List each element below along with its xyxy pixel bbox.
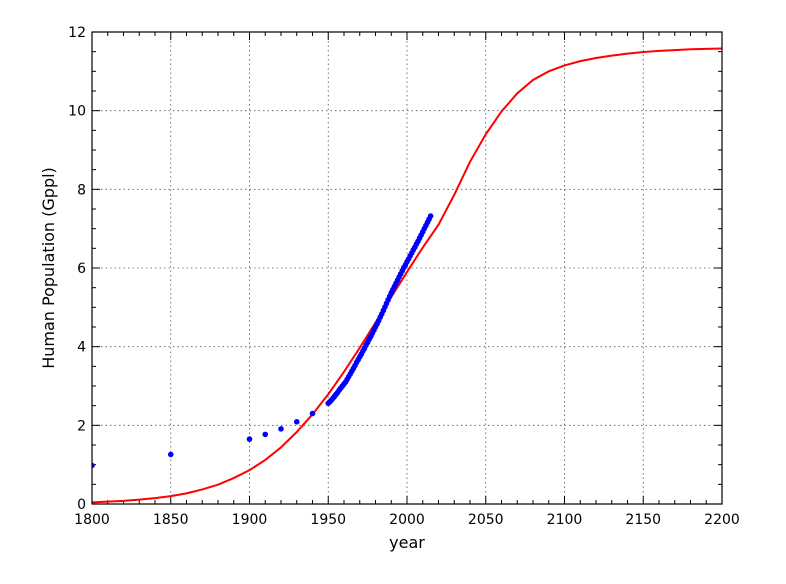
data-point <box>278 426 284 432</box>
data-point <box>427 213 434 219</box>
y-tick-label: 2 <box>77 418 86 434</box>
data-point <box>293 418 300 425</box>
x-tick-label: 1850 <box>153 512 189 528</box>
x-tick-label: 1800 <box>74 512 110 528</box>
data-point <box>309 410 316 417</box>
x-tick-label: 2150 <box>625 512 661 528</box>
y-tick-label: 6 <box>77 261 86 277</box>
x-tick-label: 1900 <box>232 512 268 528</box>
data-point <box>92 462 95 469</box>
x-tick-labels: 1800 1850 1900 1950 2000 2050 2100 2150 2200 <box>74 512 740 528</box>
x-tick-label: 2000 <box>389 512 425 528</box>
y-tick-labels: 0 2 4 6 8 10 12 <box>68 25 86 513</box>
data-points-layer <box>92 213 434 469</box>
y-tick-label: 8 <box>77 182 86 198</box>
plot-frame <box>91 31 723 505</box>
data-point <box>262 431 269 438</box>
x-tick-label: 2100 <box>547 512 583 528</box>
x-axis-label: year <box>389 533 425 552</box>
fit-curve <box>91 47 723 504</box>
y-tick-label: 12 <box>68 25 86 41</box>
y-tick-label: 0 <box>77 497 86 513</box>
x-tick-label: 1950 <box>310 512 346 528</box>
grid-lines <box>92 32 722 504</box>
data-point <box>246 436 253 442</box>
data-point <box>167 451 174 458</box>
y-axis-label: Human Population (Gppl) <box>39 167 58 369</box>
x-tick-label: 2050 <box>468 512 504 528</box>
y-tick-label: 10 <box>68 104 86 120</box>
y-tick-label: 4 <box>77 340 86 356</box>
fit-curve-layer <box>91 47 723 504</box>
x-tick-label: 2200 <box>704 512 740 528</box>
